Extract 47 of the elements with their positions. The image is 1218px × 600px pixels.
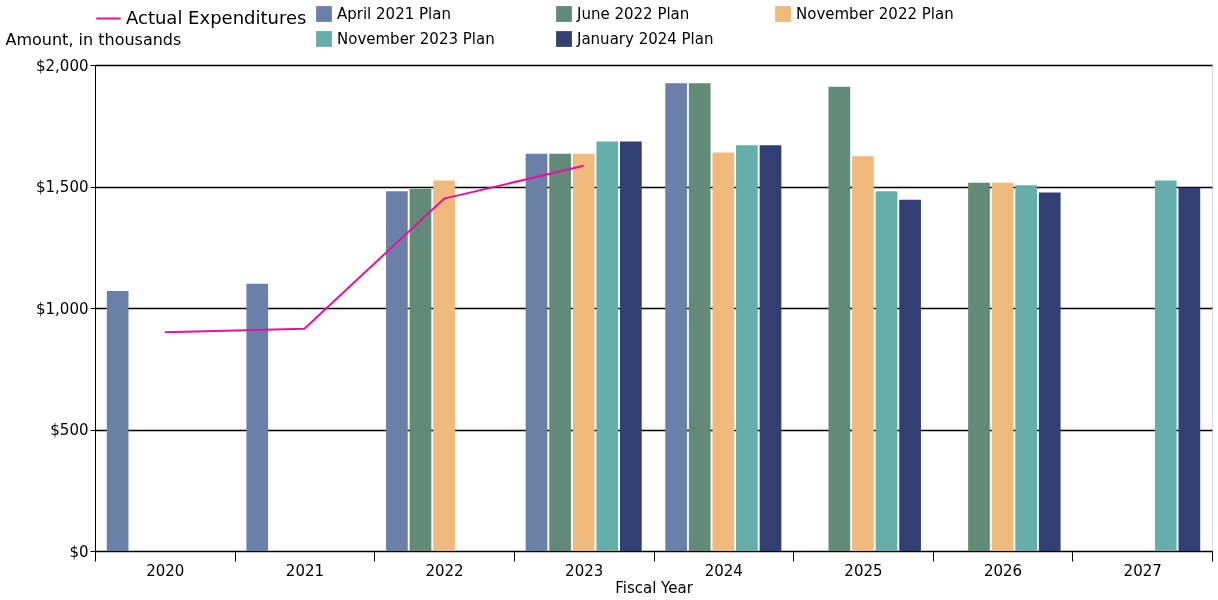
y-axis-title: Amount, in thousands bbox=[5, 29, 182, 49]
bar bbox=[688, 83, 711, 551]
bar bbox=[665, 83, 687, 551]
bar bbox=[572, 153, 595, 551]
x-axis-title: Fiscal Year bbox=[615, 578, 694, 597]
x-tick-label: 2021 bbox=[285, 561, 325, 580]
bar bbox=[433, 180, 455, 551]
x-tick-label: 2024 bbox=[704, 561, 743, 580]
legend-label: November 2023 Plan bbox=[337, 30, 495, 48]
legend-label: June 2022 Plan bbox=[576, 5, 690, 23]
bar bbox=[409, 188, 432, 551]
legend-label: April 2021 Plan bbox=[337, 5, 451, 23]
bar bbox=[386, 191, 408, 551]
y-tick-label: $500 bbox=[50, 421, 89, 439]
bar bbox=[1038, 192, 1061, 551]
bar bbox=[525, 153, 548, 551]
y-tick-label: $2,000 bbox=[36, 56, 89, 75]
bar bbox=[968, 182, 990, 551]
x-tick-label: 2023 bbox=[565, 561, 604, 580]
bar bbox=[596, 141, 619, 551]
bar bbox=[1015, 185, 1037, 551]
bar bbox=[736, 145, 758, 551]
x-tick-label: 2022 bbox=[425, 561, 464, 580]
legend-label: November 2022 Plan bbox=[796, 5, 954, 23]
y-tick-label: $1,500 bbox=[36, 178, 89, 196]
bar bbox=[828, 86, 851, 551]
bar bbox=[991, 182, 1014, 551]
legend-label: January 2024 Plan bbox=[576, 30, 714, 48]
bar bbox=[106, 290, 129, 551]
bar bbox=[712, 152, 735, 551]
bar bbox=[875, 191, 898, 551]
bar bbox=[549, 153, 571, 551]
y-tick-label: $1,000 bbox=[36, 299, 89, 318]
bar bbox=[620, 141, 642, 551]
legend-label: Actual Expenditures bbox=[126, 6, 307, 28]
bar bbox=[899, 199, 921, 551]
x-tick-label: 2025 bbox=[844, 561, 883, 580]
y-tick-label: $0 bbox=[69, 542, 89, 561]
line-series bbox=[163, 164, 585, 334]
x-tick-label: 2026 bbox=[983, 561, 1023, 580]
bar bbox=[1178, 187, 1201, 551]
x-tick-label: 2027 bbox=[1123, 561, 1162, 580]
bar bbox=[246, 283, 269, 551]
bar bbox=[759, 145, 782, 551]
x-tick-label: 2020 bbox=[146, 561, 185, 580]
bar bbox=[1154, 180, 1177, 551]
bar bbox=[852, 156, 874, 551]
